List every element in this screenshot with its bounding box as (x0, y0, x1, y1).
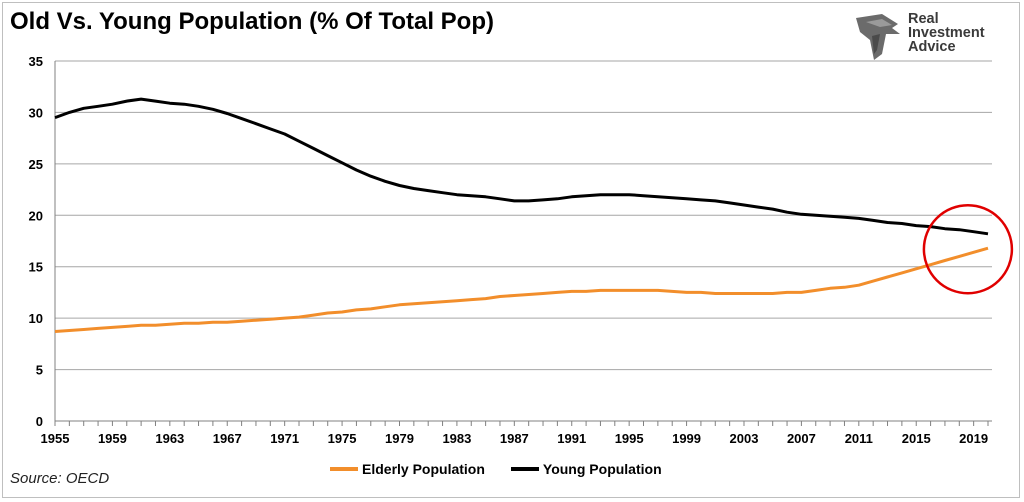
x-tick-label: 1967 (213, 431, 242, 446)
x-axis-ticks: 1955 1959 1963 1967 1971 1975 1979 1983 1987 1991… (41, 421, 989, 446)
logo-text: Real Investment Advice (908, 11, 985, 55)
logo-line-3: Advice (908, 39, 956, 55)
series-line-young (54, 97, 989, 236)
legend-swatch-young (510, 467, 539, 471)
x-tick-label: 1975 (328, 431, 357, 446)
company-logo: Real Investment Advice (852, 10, 1012, 62)
x-tick-label: 1955 (41, 431, 70, 446)
x-tick-label: 1995 (615, 431, 644, 446)
legend-item-elderly: Elderly Population (330, 461, 485, 477)
x-tick-label: 1987 (500, 431, 529, 446)
series-line-elderly (54, 246, 989, 333)
x-tick-label: 2019 (959, 431, 988, 446)
y-tick-label: 30 (29, 105, 43, 120)
logo-line-2: Investment (908, 25, 985, 41)
y-tick-label: 10 (29, 311, 43, 326)
logo-line-1: Real (908, 11, 939, 27)
x-tick-label: 1991 (557, 431, 586, 446)
y-tick-label: 25 (29, 157, 43, 172)
x-tick-label: 1999 (672, 431, 701, 446)
x-tick-label: 1959 (98, 431, 127, 446)
source-note: Source: OECD (10, 470, 110, 487)
x-tick-label: 2015 (902, 431, 931, 446)
legend-label-elderly: Elderly Population (362, 461, 485, 477)
y-tick-label: 35 (29, 54, 43, 69)
x-tick-label: 2011 (845, 431, 873, 446)
y-tick-label: 0 (36, 414, 43, 429)
x-tick-label: 1963 (155, 431, 184, 446)
y-tick-label: 15 (29, 260, 43, 275)
eagle-head-icon (856, 14, 900, 60)
highlight-circle-group (922, 203, 1014, 295)
series-lines (54, 97, 989, 333)
legend-label-young: Young Population (542, 461, 662, 477)
x-tick-label: 1971 (270, 431, 299, 446)
chart-title: Old Vs. Young Population (% Of Total Pop… (10, 8, 494, 35)
y-tick-label: 20 (29, 208, 43, 223)
gridlines (54, 60, 992, 422)
x-tick-label: 2007 (787, 431, 816, 446)
y-axis-ticks: 0 5 10 15 20 25 30 35 (29, 54, 43, 429)
x-tick-label: 1983 (442, 431, 471, 446)
highlight-circle (922, 203, 1014, 295)
legend-swatch-elderly (330, 467, 358, 471)
x-tick-label: 1979 (385, 431, 414, 446)
legend: Elderly Population Young Population (330, 461, 662, 477)
y-tick-label: 5 (36, 363, 43, 378)
legend-item-young: Young Population (510, 461, 662, 477)
x-tick-label: 2003 (730, 431, 759, 446)
